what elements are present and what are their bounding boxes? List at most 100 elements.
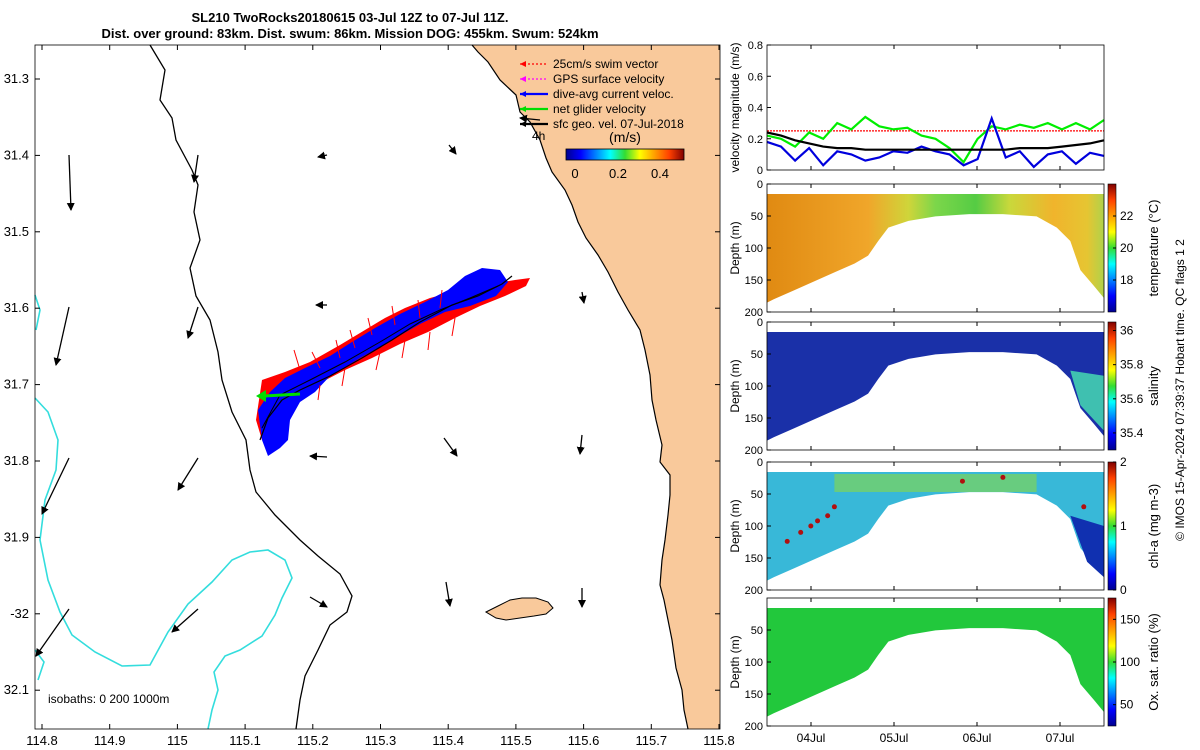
- chl-high-point: [808, 523, 814, 529]
- depth-tick-label: 150: [745, 553, 763, 565]
- colorbar-label: (m/s): [609, 129, 641, 145]
- colorbar-tick-label: 35.4: [1120, 426, 1144, 440]
- figure-title: SL210 TwoRocks20180615 03-Jul 12Z to 07-…: [0, 10, 700, 42]
- map-x-tick-label: 115.2: [297, 733, 329, 748]
- velocity-y-tick-label: 0: [757, 165, 763, 177]
- colorbar-tick-label: 20: [1120, 241, 1134, 255]
- legend-entry: 25cm/s swim vector: [553, 57, 658, 71]
- colorbar-tick-label: 2: [1120, 455, 1127, 469]
- net-glider-velocity-arrow: [263, 392, 301, 398]
- map-y-tick-label: 31.8: [4, 453, 29, 468]
- colorbar-tick-label: 35.6: [1120, 392, 1144, 406]
- chl-high-point: [825, 513, 831, 519]
- colorbar-tick-label: 36: [1120, 324, 1134, 338]
- map-x-tick-label: 115.6: [568, 733, 600, 748]
- date-tick-label: 06Jul: [963, 731, 992, 745]
- depth-tick-label: 150: [745, 689, 763, 701]
- isobath-200: [149, 44, 353, 730]
- panel-frame: [766, 461, 1105, 591]
- depth-tick-label: 0: [757, 317, 763, 329]
- land-mainland: [472, 45, 720, 729]
- track-swath-red: [256, 278, 530, 440]
- legend-arrowhead: [520, 76, 526, 82]
- panel-y-label: Depth (m): [728, 221, 742, 274]
- map-y-tick-label: 31.4: [4, 147, 29, 162]
- salinity-high-patch: [1070, 370, 1104, 431]
- date-tick-label: 07Jul: [1046, 731, 1075, 745]
- colorbar-tick-label: 0.2: [609, 166, 627, 181]
- legend-entry: net glider velocity: [553, 102, 646, 116]
- legend-arrowhead: [520, 61, 526, 67]
- colorbar-label: chl-a (mg m-3): [1146, 484, 1161, 569]
- colorbar-label: temperature (°C): [1146, 200, 1161, 297]
- depth-tick-label: 0: [757, 457, 763, 469]
- depth-tick-label: 100: [745, 657, 763, 669]
- depth-tick-label: 100: [745, 381, 763, 393]
- speed-colorbar-ticks: 0 0.2 0.4: [571, 166, 669, 181]
- panel-3: 0 50 100 150 200 35.4 35.6 35.8 36 salinity Depth …: [728, 317, 1161, 457]
- velocity-y-tick-label: 0.6: [748, 71, 763, 83]
- map-y-tick-label: 31.5: [4, 224, 29, 239]
- map-x-tick-label: 115.7: [636, 733, 668, 748]
- panel-y-label: Depth (m): [728, 359, 742, 412]
- isobaths-label: isobaths: 0 200 1000m: [48, 692, 169, 706]
- chl-high-point: [784, 538, 790, 544]
- legend-entry: GPS surface velocity: [553, 72, 664, 86]
- date-tick-label: 05Jul: [880, 731, 909, 745]
- map-y-tick-label: 31.6: [4, 300, 29, 315]
- depth-tick-label: 0: [757, 179, 763, 191]
- panel-frame: [766, 183, 1105, 313]
- panel-frame: [766, 44, 1105, 171]
- panel-4: 0 50 100 150 200 0 1 2 chl-a (mg m-3) Depth (m): [728, 455, 1161, 597]
- velocity-y-tick-label: 0.4: [748, 103, 763, 115]
- map-y-tick-label: -32: [10, 606, 29, 621]
- net-glider-velocity-head: [256, 390, 266, 402]
- colorbar-tick-label: 0.4: [651, 166, 669, 181]
- map-frame: [34, 44, 721, 730]
- velocity-series-4: [766, 131, 1105, 151]
- isobath-1000-b: [34, 397, 293, 730]
- colorbar-tick-label: 1: [1120, 519, 1127, 533]
- panel-y-label: Depth (m): [728, 499, 742, 552]
- legend-arrowhead: [520, 106, 526, 112]
- chl-high-point: [959, 478, 965, 484]
- swim-vectors: [293, 289, 456, 401]
- depth-tick-label: 50: [751, 349, 763, 361]
- legend-arrowhead: [520, 121, 526, 127]
- depth-tick-label: 200: [745, 721, 763, 733]
- title-line-2: Dist. over ground: 83km. Dist. swum: 86k…: [101, 26, 599, 41]
- depth-tick-label: 50: [751, 625, 763, 637]
- section-field: [767, 608, 1104, 717]
- colorbar-tick-label: 35.8: [1120, 358, 1144, 372]
- chl-high-point: [798, 529, 804, 535]
- map-x-tick-label: 115.4: [432, 733, 464, 748]
- legend-entry: dive-avg current veloc.: [553, 87, 674, 101]
- depth-tick-label: 100: [745, 243, 763, 255]
- velocity-series-3: [766, 115, 1105, 169]
- glider-track-2: [261, 285, 499, 429]
- panel-frame: [766, 321, 1105, 451]
- chl-low-patch: [1070, 515, 1104, 578]
- depth-tick-label: 200: [745, 445, 763, 457]
- panel-5: 50 100 150 200 50 100 150 Ox. sat. ratio (%) Dep…: [728, 597, 1161, 745]
- colorbar-tick-label: 50: [1120, 698, 1134, 712]
- title-line-1: SL210 TwoRocks20180615 03-Jul 12Z to 07-…: [191, 10, 509, 25]
- panel-colorbar: [1107, 321, 1117, 451]
- colorbar-tick-label: 18: [1120, 273, 1134, 287]
- depth-tick-label: 150: [745, 275, 763, 287]
- panel-2: 0 50 100 150 200 18 20 22 temperature (°C) Depth …: [728, 179, 1161, 319]
- map-x-tick-label: 115: [167, 733, 188, 748]
- chl-high-point: [815, 518, 821, 524]
- map-x-tick-label: 114.8: [26, 733, 58, 748]
- speed-colorbar: [565, 148, 685, 161]
- section-field: [767, 332, 1104, 441]
- panel-frame: [766, 597, 1105, 727]
- velocity-series-2: [766, 115, 1105, 164]
- chl-high-point: [1000, 474, 1006, 480]
- chl-surface-band: [834, 474, 1037, 492]
- map-x-tick-label: 115.8: [703, 733, 735, 748]
- velocity-y-tick-label: 0.8: [748, 40, 763, 52]
- depth-tick-label: 50: [751, 211, 763, 223]
- legend-arrowhead: [520, 91, 526, 97]
